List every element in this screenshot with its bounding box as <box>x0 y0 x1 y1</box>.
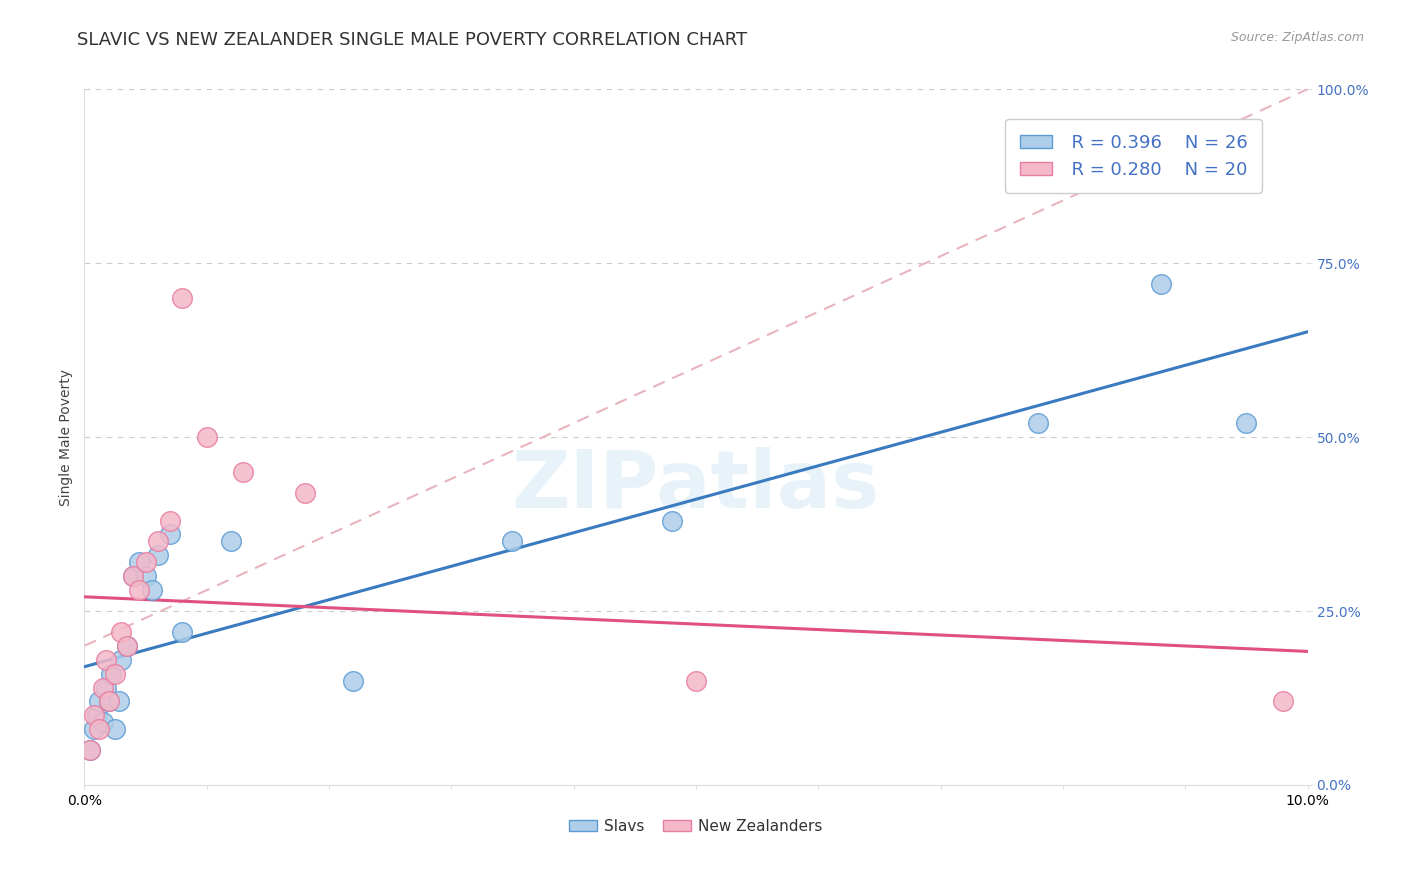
Point <box>135 555 157 569</box>
Point <box>159 527 181 541</box>
Point <box>685 673 707 688</box>
Point <box>83 723 105 737</box>
Point <box>195 430 218 444</box>
Point <box>107 694 129 708</box>
Point <box>91 715 114 730</box>
Point <box>104 666 127 681</box>
Point <box>79 743 101 757</box>
Text: ZIPatlas: ZIPatlas <box>512 447 880 524</box>
Point <box>232 465 254 479</box>
Text: SLAVIC VS NEW ZEALANDER SINGLE MALE POVERTY CORRELATION CHART: SLAVIC VS NEW ZEALANDER SINGLE MALE POVE… <box>77 31 748 49</box>
Point <box>294 485 316 500</box>
Point <box>83 708 105 723</box>
Point <box>1272 694 1295 708</box>
Point <box>219 534 242 549</box>
Point <box>97 694 120 708</box>
Point <box>87 694 110 708</box>
Point <box>97 694 120 708</box>
Legend: Slavs, New Zealanders: Slavs, New Zealanders <box>564 813 828 840</box>
Point <box>661 514 683 528</box>
Point <box>79 743 101 757</box>
Point <box>96 681 118 695</box>
Point <box>135 569 157 583</box>
Point <box>86 708 108 723</box>
Point <box>172 291 194 305</box>
Point <box>502 534 524 549</box>
Point <box>1028 416 1050 430</box>
Point <box>87 723 110 737</box>
Point <box>128 583 150 598</box>
Y-axis label: Single Male Poverty: Single Male Poverty <box>59 368 73 506</box>
Point <box>128 555 150 569</box>
Text: Source: ZipAtlas.com: Source: ZipAtlas.com <box>1230 31 1364 45</box>
Point <box>110 653 132 667</box>
Point <box>159 514 181 528</box>
Point <box>115 639 138 653</box>
Point <box>122 569 145 583</box>
Point <box>104 723 127 737</box>
Point <box>146 549 169 563</box>
Point <box>122 569 145 583</box>
Point <box>342 673 364 688</box>
Point <box>1150 277 1173 291</box>
Point <box>91 681 114 695</box>
Point <box>1236 416 1258 430</box>
Point <box>141 583 163 598</box>
Point <box>110 624 132 639</box>
Point <box>172 624 194 639</box>
Point <box>96 653 118 667</box>
Point <box>100 666 122 681</box>
Point <box>115 639 138 653</box>
Point <box>146 534 169 549</box>
